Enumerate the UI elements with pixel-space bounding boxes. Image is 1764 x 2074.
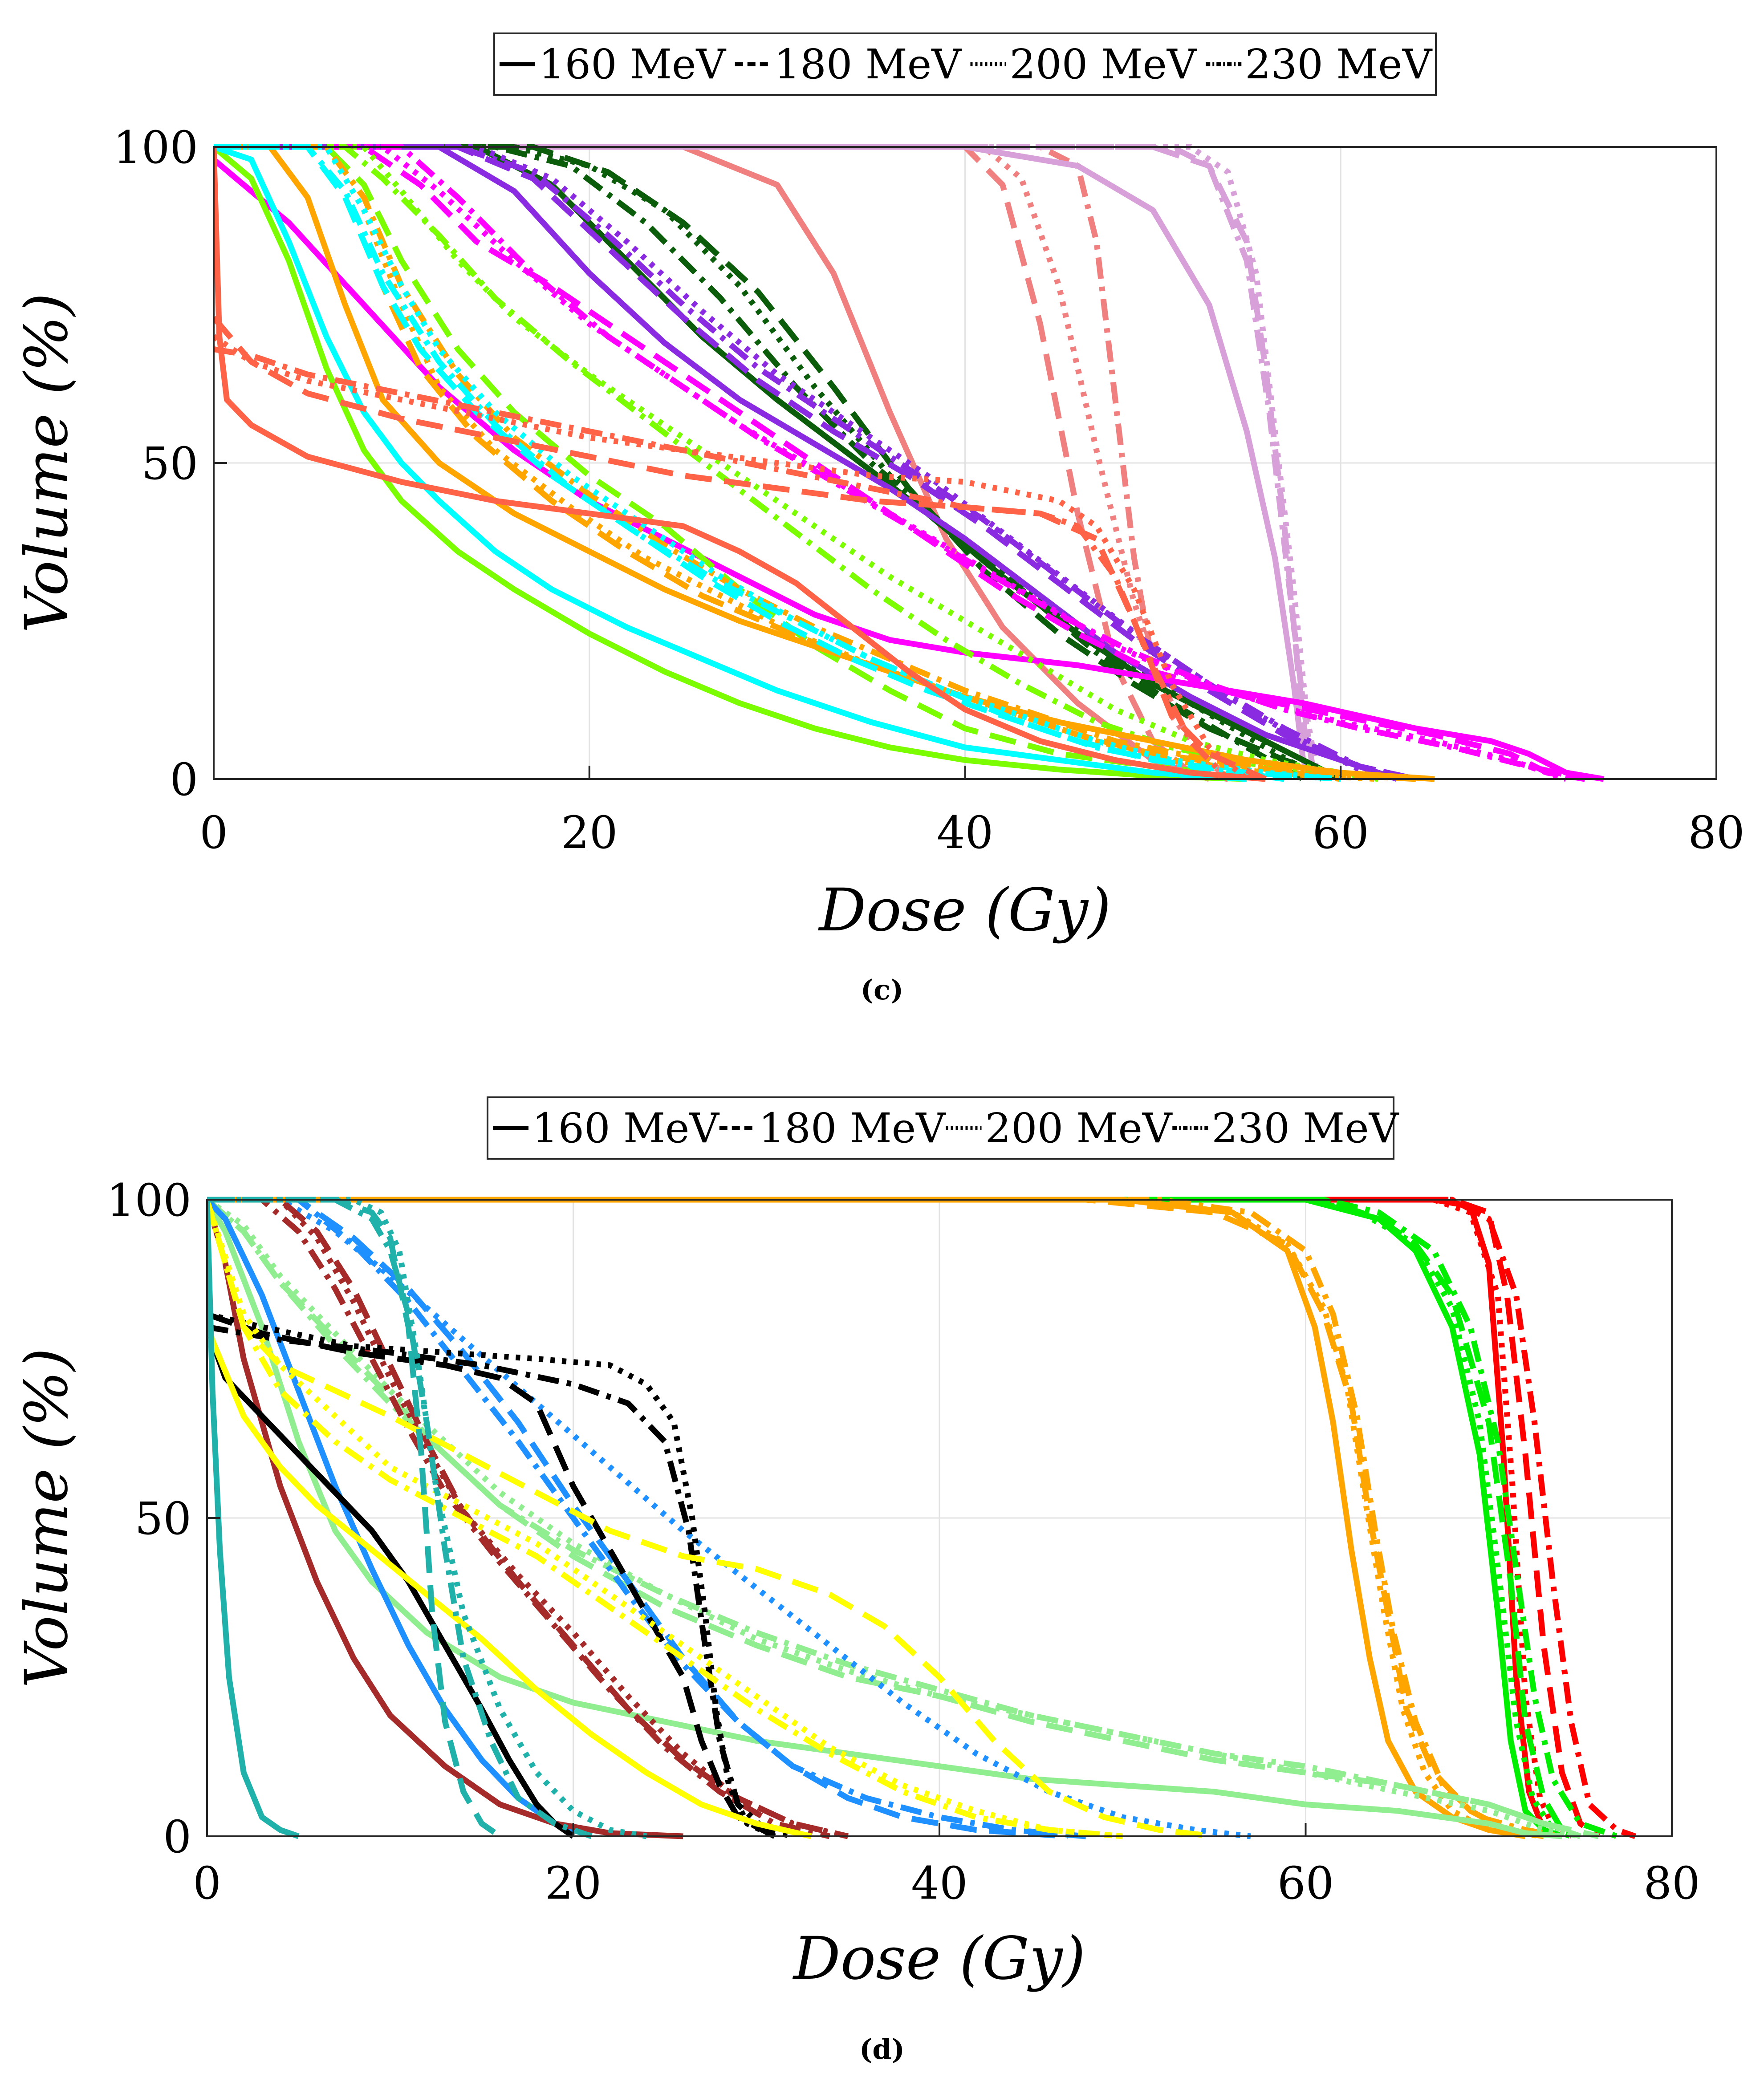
series-line-tomato-200 (214, 334, 1249, 781)
series-line-yellow-180 (207, 1199, 1215, 1839)
y-tick-label: 100 (113, 122, 198, 174)
series-line-lime-180 (207, 1197, 1581, 1839)
y-tick-label: 0 (163, 1811, 191, 1863)
plot-area-d: 0 20 40 60 80 0 50 100 Dose (Gy) Volume (%) (12, 1174, 1700, 1993)
series-line-tomato-180 (214, 316, 1267, 782)
x-tick-label: 60 (1313, 807, 1369, 859)
series-line-brown-200 (207, 1197, 849, 1839)
x-tick-label: 20 (545, 1857, 602, 1909)
x-tick-label: 0 (199, 807, 228, 859)
series-line-lightgreen-160 (207, 1198, 1562, 1839)
chart-panel-d: 160 MeV 180 MeV 200 MeV 230 MeV 0 20 40 60 80 0 5… (12, 1096, 1700, 2066)
y-tick-label: 50 (135, 1493, 191, 1545)
series-line-lime-230 (207, 1197, 1618, 1839)
series-line-purple-180 (214, 144, 1417, 782)
x-tick-label: 20 (561, 807, 618, 859)
series-line-teal-200 (207, 1197, 647, 1839)
legend-d: 160 MeV 180 MeV 200 MeV 230 MeV (487, 1096, 1399, 1160)
legend-label: 180 MeV (759, 1104, 946, 1152)
series-line-dodgerblue-160 (207, 1197, 593, 1839)
x-tick-label: 40 (911, 1857, 967, 1909)
x-tick-label: 80 (1688, 807, 1744, 859)
series-line-purple-230 (214, 144, 1417, 782)
series-line-yellow-230 (207, 1199, 1123, 1839)
series-line-lightgreen-230 (207, 1197, 1581, 1839)
series-line-yellow-160 (207, 1326, 812, 1839)
series-line-cyan-180 (214, 144, 1341, 782)
plot-area-c: 0 20 40 60 80 0 50 100 Dose (Gy) Volume (%) (12, 122, 1745, 945)
series-line-darkgreen-230 (214, 144, 1305, 782)
series-line-magenta-230 (214, 144, 1586, 782)
y-tick-label: 0 (170, 754, 198, 806)
series-group (214, 144, 1604, 782)
legend-box (493, 32, 1437, 96)
series-line-plum-180 (214, 144, 1321, 781)
legend-c: 160 MeV 180 MeV 200 MeV 230 MeV (493, 32, 1437, 96)
series-line-magenta-200 (214, 144, 1567, 782)
legend-label: 200 MeV (985, 1104, 1173, 1152)
series-line-teal-160 (207, 1199, 300, 1839)
y-tick-label: 100 (106, 1174, 191, 1226)
x-tick-label: 40 (937, 807, 993, 859)
caption-c: (c) (861, 974, 903, 1006)
series-line-tomato-230 (214, 346, 1230, 781)
y-tick-label: 50 (142, 438, 198, 490)
legend-label: 160 MeV (539, 41, 726, 88)
x-axis-label: Dose (Gy) (818, 876, 1111, 945)
grid-lines (214, 147, 1716, 779)
series-line-teal-180 (207, 1197, 502, 1839)
series-line-plum-160 (214, 144, 1315, 780)
legend-box (487, 1096, 1394, 1160)
x-axis-label: Dose (Gy) (793, 1924, 1085, 1993)
series-line-lawngreen-200 (214, 144, 1379, 782)
series-line-black-200 (207, 1311, 776, 1839)
legend-label: 230 MeV (1211, 1104, 1399, 1152)
series-line-purple-160 (214, 144, 1398, 782)
series-line-brown-230 (207, 1197, 830, 1839)
legend-label: 160 MeV (532, 1104, 719, 1152)
legend-label: 180 MeV (774, 41, 962, 88)
series-line-dodgerblue-230 (207, 1197, 1086, 1839)
series-line-orange-160 (214, 144, 1435, 782)
series-line-red-200 (207, 1197, 1573, 1839)
y-axis-label: Volume (%) (12, 293, 81, 633)
series-line-lime-200 (207, 1197, 1572, 1839)
series-line-orange-230 (207, 1197, 1563, 1839)
series-line-cyan-160 (214, 144, 1247, 782)
series-line-lawngreen-160 (214, 145, 1247, 782)
x-tick-label: 60 (1277, 1857, 1334, 1909)
x-tick-label: 0 (193, 1857, 221, 1909)
legend-label: 230 MeV (1245, 41, 1432, 88)
x-tick-label: 80 (1643, 1857, 1700, 1909)
series-line-cyan-200 (214, 144, 1341, 782)
series-line-plum-230 (214, 144, 1317, 779)
y-axis-label: Volume (%) (12, 1348, 81, 1688)
series-group (207, 1197, 1636, 1839)
series-line-salmon-200 (214, 144, 1248, 782)
series-line-darkgreen-180 (214, 144, 1342, 782)
caption-d: (d) (859, 2033, 905, 2066)
series-line-dodgerblue-180 (207, 1197, 1068, 1839)
series-line-red-230 (207, 1197, 1636, 1839)
series-line-lawngreen-230 (214, 144, 1416, 782)
series-line-black-230 (207, 1324, 794, 1839)
legend-label: 200 MeV (1010, 41, 1197, 88)
series-line-orange-200 (214, 144, 1378, 782)
series-line-orange-230 (214, 144, 1416, 782)
chart-panel-c: 160 MeV 180 MeV 200 MeV 230 MeV 0 20 40 60 80 0 5… (12, 32, 1745, 1006)
series-line-cyan-230 (214, 144, 1285, 782)
series-line-tomato-160 (214, 146, 1266, 782)
